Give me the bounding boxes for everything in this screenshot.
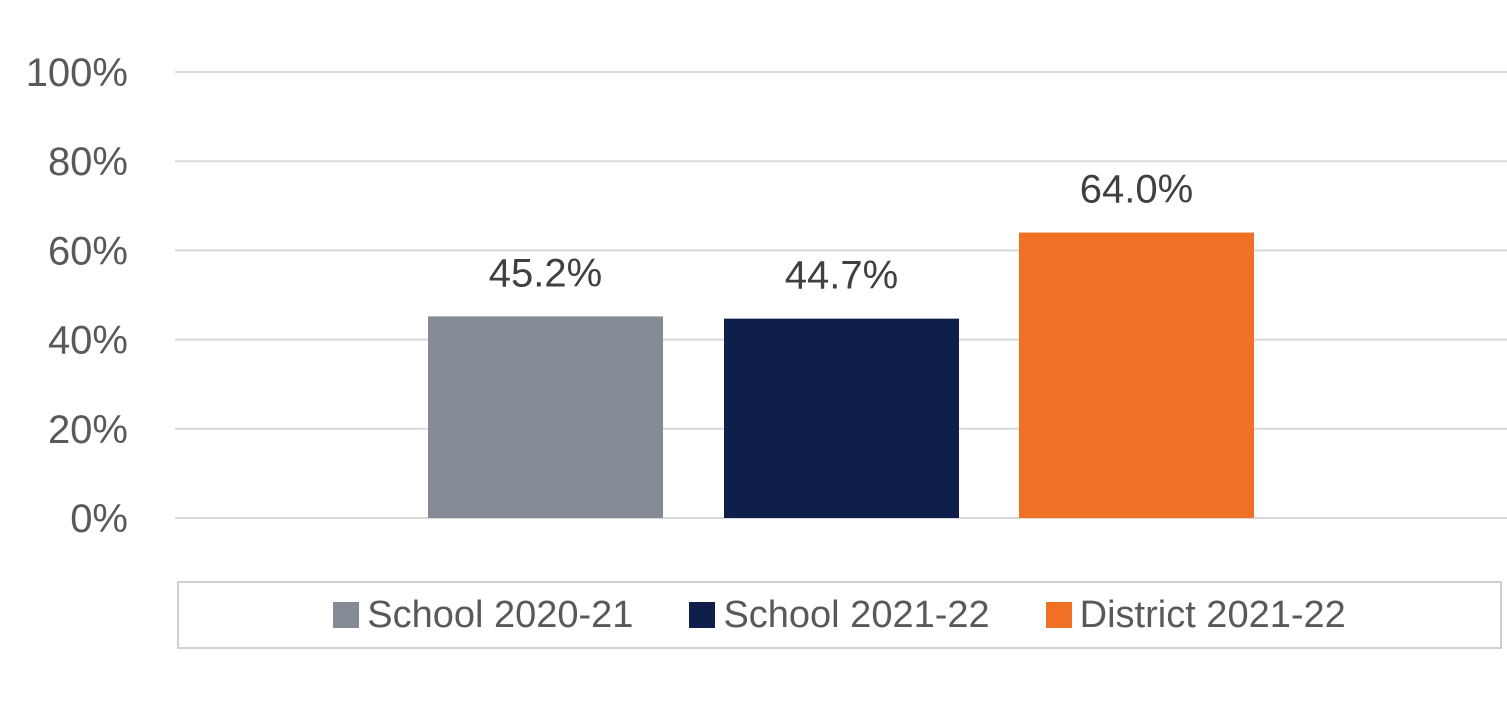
legend-label: School 2020-21 <box>367 593 634 636</box>
legend-label: District 2021-22 <box>1079 593 1346 636</box>
legend-swatch <box>689 602 716 628</box>
legend: School 2020-21 School 2021-22 District 2… <box>177 581 1502 649</box>
y-tick-label: 100% <box>26 51 128 95</box>
data-label: 64.0% <box>1080 168 1193 212</box>
y-tick-label: 60% <box>48 229 128 273</box>
legend-label: School 2021-22 <box>723 593 990 636</box>
legend-item: School 2021-22 <box>689 593 990 637</box>
legend-item: School 2020-21 <box>333 594 633 637</box>
legend-swatch <box>333 602 360 628</box>
data-label: 44.7% <box>785 254 898 298</box>
bar <box>1019 232 1254 518</box>
legend-swatch <box>1045 602 1072 628</box>
bar <box>724 318 959 518</box>
y-tick-label: 20% <box>48 408 128 452</box>
bar <box>428 316 663 518</box>
y-tick-label: 40% <box>48 319 128 363</box>
data-label: 45.2% <box>489 251 602 295</box>
y-tick-label: 0% <box>70 497 128 541</box>
legend-item: District 2021-22 <box>1045 593 1346 637</box>
y-tick-label: 80% <box>48 140 128 184</box>
